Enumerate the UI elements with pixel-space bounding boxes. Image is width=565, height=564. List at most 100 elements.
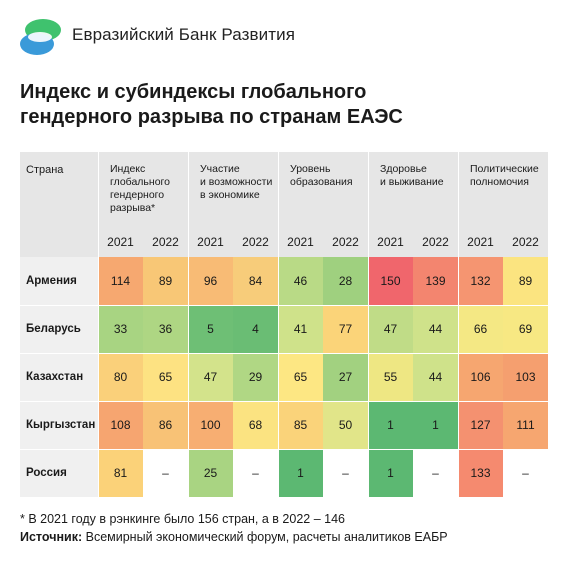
year-label: 2021 (107, 235, 134, 249)
rank-cell: 132 (458, 257, 503, 305)
year-label: 2022 (422, 235, 449, 249)
rank-cell: 89 (143, 257, 188, 305)
country-name: Беларусь (26, 323, 81, 335)
table-header-bg (20, 152, 548, 257)
group-header-line: и возможности (200, 176, 273, 188)
rank-cell: – (323, 449, 368, 497)
title-line-1: Индекс и субиндексы глобального (20, 81, 367, 103)
group-header-line: полномочия (470, 176, 529, 188)
group-header-line: Политические (470, 163, 539, 175)
year-label: 2021 (467, 235, 494, 249)
rank-cell: 44 (413, 305, 458, 353)
country-name: Армения (26, 275, 77, 287)
rank-cell: 89 (503, 257, 548, 305)
rank-cell: 25 (188, 449, 233, 497)
group-header-line: Уровень (290, 163, 331, 175)
source-note: Источник: Всемирный экономический форум,… (20, 530, 448, 544)
rank-cell: 77 (323, 305, 368, 353)
country-separator (98, 152, 99, 497)
country-name: Россия (26, 467, 67, 479)
group-separator (278, 152, 279, 497)
rank-cell: 103 (503, 353, 548, 401)
rank-cell: 55 (368, 353, 413, 401)
rank-cell: 114 (98, 257, 143, 305)
group-header-line: образования (290, 176, 353, 188)
group-header: Здоровье и выживание (380, 163, 456, 189)
country-column-header: Страна (26, 164, 64, 176)
page-title: Индекс и субиндексы глобального гендерно… (20, 80, 550, 130)
brand-name: Евразийский Банк Развития (72, 25, 296, 44)
rank-cell: 150 (368, 257, 413, 305)
rank-cell: 81 (98, 449, 143, 497)
row-separator (20, 449, 548, 450)
rank-cell: 47 (368, 305, 413, 353)
group-header-line: Здоровье (380, 163, 427, 175)
source-text: Всемирный экономический форум, расчеты а… (82, 530, 448, 544)
rank-cell: 84 (233, 257, 278, 305)
rank-cell: 33 (98, 305, 143, 353)
group-header-line: гендерного (110, 189, 165, 201)
rank-cell: 139 (413, 257, 458, 305)
country-cell-bg (20, 401, 98, 449)
title-line-2: гендерного разрыва по странам ЕАЭС (20, 106, 403, 128)
rank-cell: 44 (413, 353, 458, 401)
group-header: Участие и возможности в экономике (200, 163, 276, 202)
rank-cell: 66 (458, 305, 503, 353)
country-cell-bg (20, 305, 98, 353)
rank-cell: 41 (278, 305, 323, 353)
row-separator (20, 305, 548, 306)
rank-cell: 96 (188, 257, 233, 305)
group-header: Политические полномочия (470, 163, 546, 189)
rank-cell: 68 (233, 401, 278, 449)
rank-cell: 65 (278, 353, 323, 401)
rank-cell: 50 (323, 401, 368, 449)
source-label: Источник: (20, 530, 83, 544)
rank-cell: – (503, 449, 548, 497)
year-label: 2021 (287, 235, 314, 249)
rank-cell: 36 (143, 305, 188, 353)
rank-cell: – (413, 449, 458, 497)
rank-cell: 1 (368, 401, 413, 449)
country-cell-bg (20, 257, 98, 305)
rank-cell: 86 (143, 401, 188, 449)
rank-cell: 1 (413, 401, 458, 449)
rank-cell: 85 (278, 401, 323, 449)
country-cell-bg (20, 353, 98, 401)
group-header: Уровень образования (290, 163, 366, 189)
rank-cell: 80 (98, 353, 143, 401)
rank-cell: 65 (143, 353, 188, 401)
year-label: 2022 (152, 235, 179, 249)
group-header-line: в экономике (200, 189, 260, 201)
rank-cell: 28 (323, 257, 368, 305)
group-header-line: и выживание (380, 176, 444, 188)
rank-cell: 106 (458, 353, 503, 401)
group-separator (368, 152, 369, 497)
country-cell-bg (20, 449, 98, 497)
rank-cell: 4 (233, 305, 278, 353)
rank-cell: 133 (458, 449, 503, 497)
group-header-line: глобального (110, 176, 170, 188)
rank-cell: 46 (278, 257, 323, 305)
year-label: 2022 (332, 235, 359, 249)
year-label: 2021 (377, 235, 404, 249)
rank-cell: 47 (188, 353, 233, 401)
group-separator (188, 152, 189, 497)
group-header-line: разрыва* (110, 202, 156, 214)
ebr-logo-icon (20, 19, 61, 55)
rank-cell: 127 (458, 401, 503, 449)
country-name: Кыргызстан (26, 419, 96, 431)
rank-cell: 108 (98, 401, 143, 449)
country-name: Казахстан (26, 371, 84, 383)
row-separator (20, 353, 548, 354)
rank-cell: 69 (503, 305, 548, 353)
year-label: 2022 (512, 235, 539, 249)
group-header-line: Индекс (110, 163, 146, 175)
rank-cell: – (143, 449, 188, 497)
rank-cell: 5 (188, 305, 233, 353)
rank-cell: 1 (278, 449, 323, 497)
rank-cell: 100 (188, 401, 233, 449)
rank-cell: 27 (323, 353, 368, 401)
gender-gap-table: Страна Индекс глобального гендерного разрыва… (20, 152, 548, 498)
rank-cell: 1 (368, 449, 413, 497)
group-separator (458, 152, 459, 497)
